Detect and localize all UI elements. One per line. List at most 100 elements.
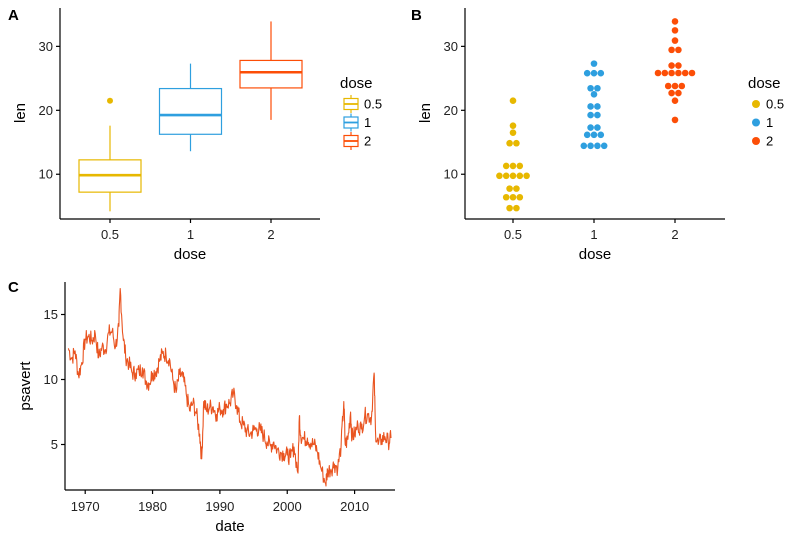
dot-point [502, 172, 510, 180]
dot-point [509, 162, 517, 170]
dot-point [671, 82, 679, 90]
dot-point [587, 124, 594, 131]
outlier-point [107, 97, 113, 104]
legend-label: 1 [766, 115, 773, 130]
panel-c-x-ticks: 1970 1980 1990 2000 2010 [71, 490, 369, 514]
box-2 [239, 21, 303, 120]
y-tick-label: 20 [39, 103, 53, 118]
dot-point [688, 69, 696, 77]
panel-a-x-axis-title: dose [174, 246, 207, 263]
legend-label: 1 [364, 115, 371, 130]
panel-a-y-ticks: 10 20 30 [39, 39, 60, 182]
legend-label: 0.5 [766, 97, 784, 112]
dot-point [516, 193, 524, 201]
dot-point [661, 69, 669, 77]
panel-b-y-ticks: 10 20 30 [444, 39, 465, 182]
x-tick-label: 2010 [340, 499, 369, 514]
dot-point [594, 84, 601, 92]
dot-point [668, 69, 675, 77]
dot-point [668, 62, 675, 69]
y-tick-label: 20 [444, 103, 458, 118]
y-tick-label: 30 [39, 39, 53, 54]
x-tick-label: 0.5 [101, 227, 119, 242]
dot-point [594, 103, 601, 110]
panel-c-y-ticks: 5 10 15 [44, 307, 65, 452]
legend-item-0.5: 0.5 [343, 95, 382, 113]
dot-point [590, 131, 598, 139]
dot-point [502, 193, 510, 201]
dot-point [513, 139, 520, 147]
dot-point [509, 193, 517, 201]
legend-key-dot [752, 137, 760, 145]
dot-point [583, 69, 591, 77]
dot-point [506, 185, 513, 192]
dot-point [509, 97, 517, 105]
panel-a-y-axis-title: len [12, 103, 29, 123]
dot-point [681, 69, 689, 77]
x-tick-label: 0.5 [504, 227, 522, 242]
panel-b: B 10 20 30 0.5 1 2 dose len dose 0.5 1 2 [411, 7, 784, 263]
panel-b-legend-title: dose [748, 75, 781, 92]
dot-point [516, 162, 524, 170]
dot-group-2 [654, 18, 696, 124]
dot-point [671, 97, 679, 105]
dot-point [675, 69, 682, 77]
box-0.5 [78, 97, 142, 212]
panel-tag-a: A [8, 7, 19, 24]
dot-group-0.5 [496, 97, 530, 212]
panel-b-legend: dose 0.5 1 2 [748, 75, 784, 149]
legend-item-0.5: 0.5 [752, 97, 784, 112]
dot-point [597, 131, 605, 139]
dot-point [587, 111, 594, 119]
y-tick-label: 10 [444, 167, 458, 182]
legend-label: 0.5 [364, 97, 382, 112]
panel-a-x-ticks: 0.5 1 2 [101, 219, 275, 242]
dot-point [506, 139, 513, 147]
y-tick-label: 30 [444, 39, 458, 54]
legend-item-1: 1 [752, 115, 773, 130]
x-tick-label: 1970 [71, 499, 100, 514]
dot-point [580, 142, 588, 150]
panel-c-x-axis-title: date [215, 518, 244, 535]
dot-point [671, 37, 679, 44]
legend-label: 2 [766, 134, 773, 149]
y-tick-label: 5 [51, 437, 58, 452]
dot-point [664, 82, 672, 90]
dot-point [675, 46, 682, 54]
x-tick-label: 2 [671, 227, 678, 242]
panel-b-y-axis-title: len [417, 103, 434, 123]
dot-point [590, 60, 598, 67]
dot-point [671, 27, 679, 34]
legend-item-2: 2 [343, 132, 371, 150]
legend-label: 2 [364, 134, 371, 149]
dot-point [509, 129, 517, 136]
dot-point [590, 91, 598, 98]
dot-point [583, 131, 591, 139]
x-tick-label: 2000 [273, 499, 302, 514]
panel-c-axes [64, 282, 395, 491]
panel-b-x-ticks: 0.5 1 2 [504, 219, 679, 242]
dot-point [513, 185, 520, 192]
series-line-psavert [67, 287, 392, 487]
panel-tag-b: B [411, 7, 422, 24]
panel-a-legend: dose 0.5 1 2 [340, 75, 382, 150]
dot-point [587, 142, 594, 150]
panel-a-legend-title: dose [340, 75, 373, 92]
y-tick-label: 15 [44, 307, 58, 322]
dot-point [597, 69, 605, 77]
y-tick-label: 10 [44, 372, 58, 387]
panel-c-y-axis-title: psavert [17, 361, 34, 411]
dot-point [668, 89, 675, 97]
dot-point [594, 111, 601, 119]
legend-key-dot [752, 100, 760, 108]
x-tick-label: 1980 [138, 499, 167, 514]
legend-item-2: 2 [752, 134, 773, 149]
dot-point [675, 89, 682, 97]
dot-point [502, 162, 510, 170]
dot-point [523, 172, 530, 180]
x-tick-label: 1990 [205, 499, 234, 514]
dot-point [678, 82, 686, 90]
x-tick-label: 1 [187, 227, 194, 242]
panel-c: C 5 10 15 1970 1980 1990 2000 2010 date psaver… [8, 279, 395, 535]
dot-point [668, 46, 675, 54]
